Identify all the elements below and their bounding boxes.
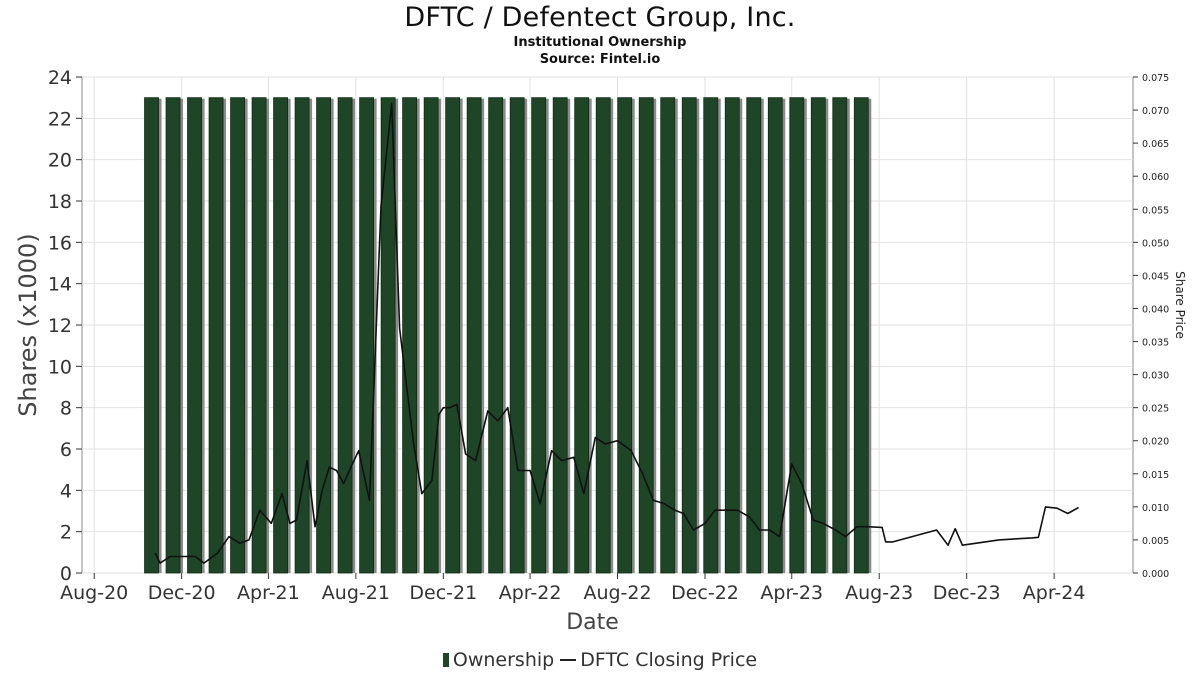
y2-tick-label: 0.010: [1142, 503, 1169, 514]
ownership-bar: [294, 97, 310, 574]
y2-tick-label: 0.060: [1142, 172, 1169, 183]
y-tick-label: 14: [48, 274, 72, 296]
ownership-legend-swatch: [442, 652, 449, 667]
ownership-bar: [853, 97, 869, 574]
x-tick-label: Apr-21: [237, 582, 300, 604]
ownership-bar: [595, 97, 611, 574]
ownership-bar: [230, 97, 245, 574]
ownership-bar: [703, 97, 719, 574]
ownership-bar: [681, 97, 697, 574]
chart-title: DFTC / Defentect Group, Inc.: [404, 2, 796, 33]
y-tick-label: 18: [48, 191, 72, 213]
ownership-bar: [316, 97, 332, 574]
x-tick-label: Apr-23: [760, 582, 823, 604]
ownership-legend-label: Ownership: [452, 648, 555, 671]
ownership-bar: [187, 97, 202, 574]
y-tick-label: 8: [60, 398, 72, 420]
x-tick-label: Dec-23: [933, 582, 1001, 604]
ownership-bar: [552, 97, 568, 574]
ownership-bar: [767, 97, 783, 574]
ownership-bar: [251, 97, 267, 574]
x-tick-label: Aug-22: [583, 582, 651, 604]
ownership-bar: [724, 97, 740, 574]
ownership-bar: [402, 97, 418, 574]
y-tick-label: 0: [60, 563, 72, 585]
ownership-bar: [144, 97, 159, 574]
y2-tick-label: 0.045: [1142, 271, 1169, 282]
y2-tick-label: 0.015: [1142, 470, 1169, 481]
ownership-bar: [337, 97, 353, 574]
y2-tick-label: 0.065: [1142, 139, 1169, 150]
y2-tick-label: 0.075: [1142, 73, 1169, 84]
y2-tick-label: 0.000: [1142, 569, 1169, 580]
y2-axis-title: Share Price: [1173, 271, 1187, 339]
x-tick-label: Aug-20: [60, 582, 128, 604]
x-axis-title: Date: [566, 610, 619, 635]
ownership-bar: [208, 97, 224, 574]
chart-subtitle: Institutional Ownership: [513, 35, 687, 50]
y-tick-label: 20: [48, 150, 72, 172]
ownership-bar: [380, 97, 396, 574]
ownership-bar: [273, 97, 288, 574]
ownership-bar: [746, 97, 762, 574]
y-tick-label: 24: [48, 67, 72, 89]
ownership-bar: [423, 97, 439, 574]
ownership-bar: [466, 97, 482, 574]
y-tick-label: 16: [48, 232, 72, 254]
x-tick-label: Apr-24: [1023, 582, 1086, 604]
ownership-bar: [638, 97, 654, 574]
y-tick-label: 4: [60, 480, 72, 502]
y2-tick-label: 0.050: [1142, 238, 1169, 249]
y-tick-label: 6: [60, 439, 72, 461]
chart-source: Source: Fintel.io: [539, 52, 661, 67]
ownership-bar: [832, 97, 848, 574]
y-tick-label: 10: [48, 356, 72, 378]
x-tick-label: Dec-22: [671, 582, 739, 604]
y2-tick-label: 0.035: [1142, 338, 1169, 349]
price-legend-swatch: [560, 658, 577, 661]
ownership-bar: [574, 97, 590, 574]
ownership-bar: [660, 97, 676, 574]
y-tick-label: 2: [60, 522, 72, 544]
x-tick-label: Aug-21: [322, 582, 390, 604]
ownership-bar: [509, 97, 525, 574]
y2-tick-label: 0.055: [1142, 205, 1169, 216]
ownership-bar: [617, 97, 633, 574]
x-tick-label: Apr-22: [499, 582, 562, 604]
y2-tick-label: 0.070: [1142, 106, 1169, 117]
x-tick-label: Dec-21: [409, 582, 477, 604]
ownership-bar: [531, 97, 547, 574]
y2-tick-label: 0.030: [1142, 371, 1169, 382]
ownership-bar: [445, 97, 461, 574]
y2-tick-label: 0.020: [1142, 437, 1169, 448]
x-tick-label: Dec-20: [148, 582, 216, 604]
ownership-bar: [810, 97, 826, 574]
ownership-bar: [359, 97, 375, 574]
y2-tick-label: 0.005: [1142, 536, 1169, 547]
y-tick-label: 22: [48, 108, 72, 130]
y-tick-label: 12: [48, 315, 72, 337]
y-axis-title: Shares (x1000): [14, 233, 42, 416]
price-line: [154, 102, 1079, 564]
y2-tick-label: 0.040: [1142, 304, 1169, 315]
ownership-bar: [789, 97, 805, 574]
x-tick-label: Aug-23: [845, 582, 913, 604]
y2-tick-label: 0.025: [1142, 404, 1169, 415]
ownership-bar: [488, 97, 504, 574]
ownership-bar: [165, 97, 181, 574]
price-legend-label: DFTC Closing Price: [580, 648, 758, 671]
chart-legend: Ownership DFTC Closing Price: [0, 648, 1200, 671]
